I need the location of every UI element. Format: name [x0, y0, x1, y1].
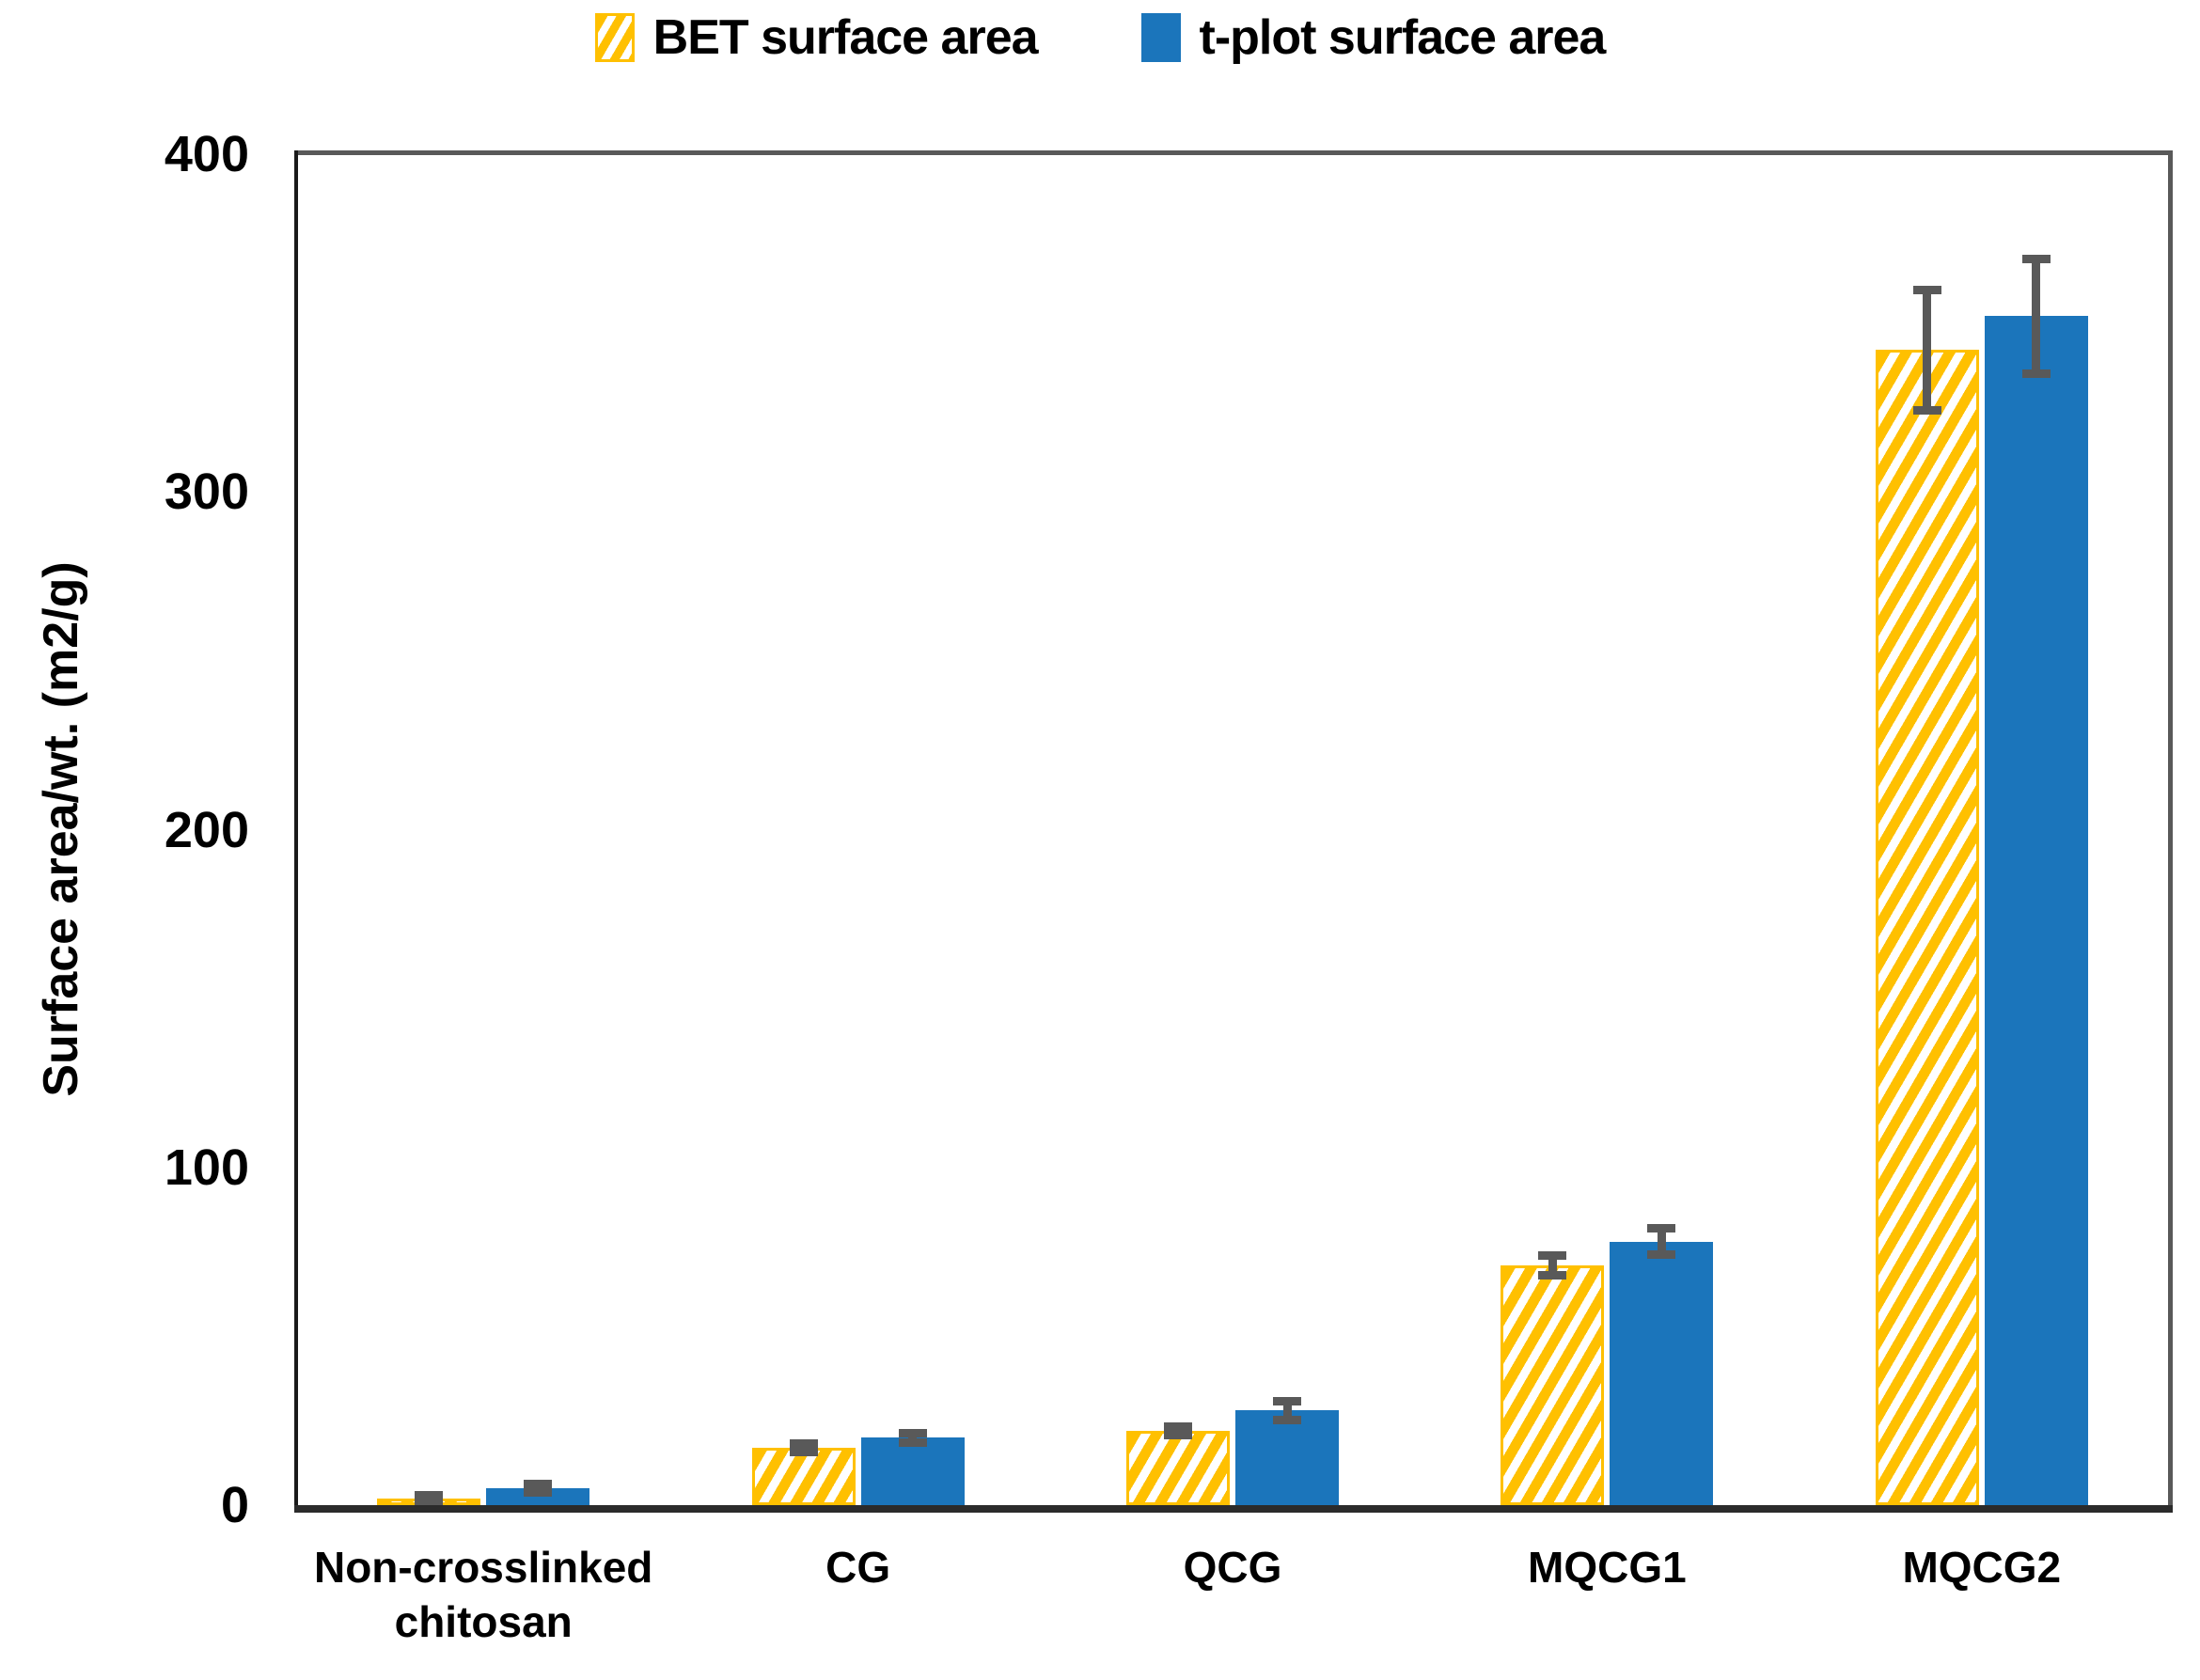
x-category-label: MQCG1 — [1528, 1543, 1687, 1592]
plot-border-right — [2168, 150, 2173, 1510]
x-category-label: Non-crosslinked chitosan — [313, 1543, 653, 1646]
x-axis-line — [294, 1505, 2173, 1513]
error-bar-cap-top — [1647, 1224, 1676, 1233]
error-bar-whisker — [799, 1442, 809, 1453]
y-axis-line — [294, 150, 298, 1510]
bar-tplot-2 — [1235, 1410, 1339, 1505]
legend: BET surface area t-plot surface area — [0, 9, 2200, 66]
error-bar-cap-top — [789, 1438, 818, 1448]
error-bar-cap-bottom — [1912, 406, 1941, 416]
tplot-solid-swatch-icon — [1140, 13, 1181, 62]
x-category-label: CG — [825, 1543, 891, 1592]
error-bar-cap-bottom — [1647, 1250, 1676, 1260]
bar-bet-3 — [1501, 1264, 1605, 1505]
error-bar-whisker — [533, 1483, 542, 1494]
error-bar-cap-bottom — [2021, 369, 2051, 378]
bar-tplot-1 — [860, 1437, 965, 1505]
error-bar-cap-bottom — [1273, 1416, 1301, 1425]
error-bar-cap-bottom — [524, 1488, 553, 1498]
error-bar-cap-top — [1912, 285, 1941, 294]
error-bar-cap-top — [1273, 1396, 1301, 1405]
error-bar-cap-top — [2021, 255, 2051, 264]
error-bar-cap-bottom — [415, 1497, 444, 1506]
x-category-label: MQCG2 — [1902, 1543, 2062, 1592]
bar-tplot-4 — [1984, 316, 2088, 1505]
error-bar-cap-top — [898, 1428, 927, 1437]
error-bar-whisker — [1282, 1400, 1292, 1421]
error-bar-cap-top — [1164, 1421, 1192, 1431]
error-bar-whisker — [1923, 289, 1932, 412]
y-tick-label-0: 0 — [220, 1477, 249, 1533]
plot-area — [296, 154, 2169, 1506]
error-bar-cap-bottom — [1164, 1431, 1192, 1440]
y-tick-label-300: 300 — [164, 463, 249, 521]
legend-label-tplot: t-plot surface area — [1199, 10, 1607, 65]
legend-label-bet: BET surface area — [652, 10, 1039, 65]
error-bar-whisker — [1173, 1425, 1183, 1437]
y-tick-label-100: 100 — [164, 1138, 249, 1196]
error-bar-cap-bottom — [789, 1448, 818, 1457]
bet-hatch-swatch-icon — [594, 13, 635, 62]
legend-item-tplot: t-plot surface area — [1140, 9, 1607, 66]
error-bar-cap-bottom — [898, 1437, 927, 1447]
y-axis-title: Surface area/wt. (m2/g) — [34, 561, 88, 1097]
plot-border-top — [296, 150, 2173, 155]
error-bar-cap-top — [524, 1479, 553, 1488]
bar-tplot-3 — [1610, 1241, 1714, 1505]
x-category-label: QCG — [1183, 1543, 1282, 1592]
error-bar-whisker — [1548, 1255, 1557, 1276]
error-bar-cap-bottom — [1538, 1270, 1567, 1280]
legend-item-bet: BET surface area — [594, 9, 1039, 66]
error-bar-cap-top — [1538, 1251, 1567, 1261]
y-tick-label-400: 400 — [164, 126, 249, 182]
error-bar-whisker — [2032, 259, 2041, 374]
bar-bet-2 — [1126, 1430, 1230, 1505]
bar-bet-4 — [1875, 350, 1979, 1505]
error-bar-cap-top — [415, 1491, 444, 1500]
error-bar-whisker — [908, 1432, 918, 1443]
error-bar-whisker — [1657, 1228, 1666, 1256]
y-tick-label-200: 200 — [164, 801, 249, 858]
